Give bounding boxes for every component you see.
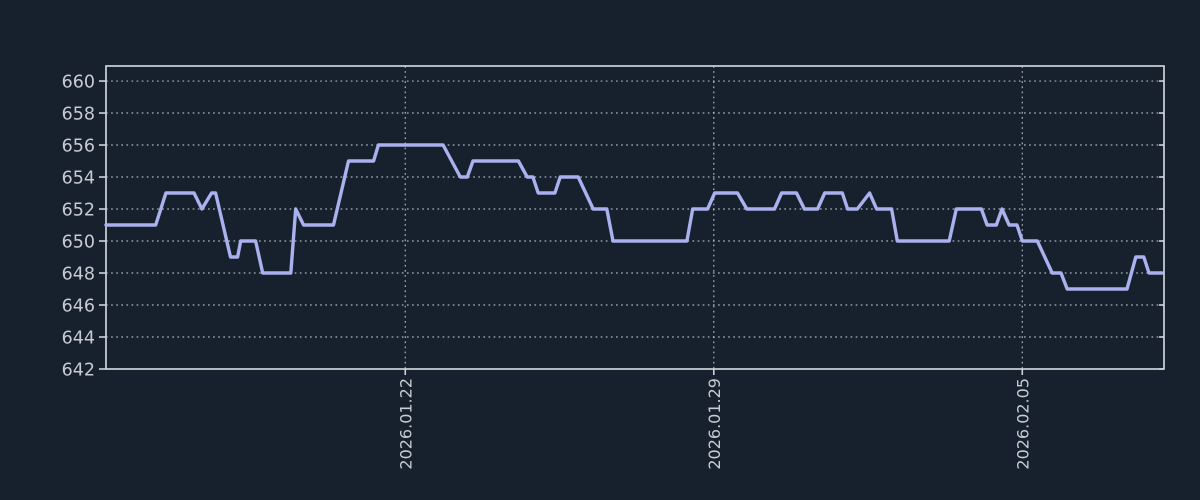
y-axis-tick-label: 656 xyxy=(62,136,95,156)
x-axis-tick-label: 2026.02.05 xyxy=(1013,378,1032,470)
y-axis-tick-label: 658 xyxy=(62,104,95,124)
y-axis-tick-label: 652 xyxy=(62,200,95,220)
y-axis-tick-label: 646 xyxy=(62,296,95,316)
y-axis-tick-label: 654 xyxy=(62,168,95,188)
y-axis-tick-label: 660 xyxy=(62,72,95,92)
y-axis-tick-label: 650 xyxy=(62,232,95,252)
x-axis-tick-label: 2026.01.22 xyxy=(396,378,415,470)
y-axis-tick-label: 644 xyxy=(62,328,95,348)
y-axis-tick-label: 642 xyxy=(62,360,95,380)
series-line xyxy=(104,143,1164,291)
y-axis-tick-label: 648 xyxy=(62,264,95,284)
plot-border xyxy=(105,65,1165,370)
x-axis-tick-label: 2026.01.29 xyxy=(705,378,724,470)
